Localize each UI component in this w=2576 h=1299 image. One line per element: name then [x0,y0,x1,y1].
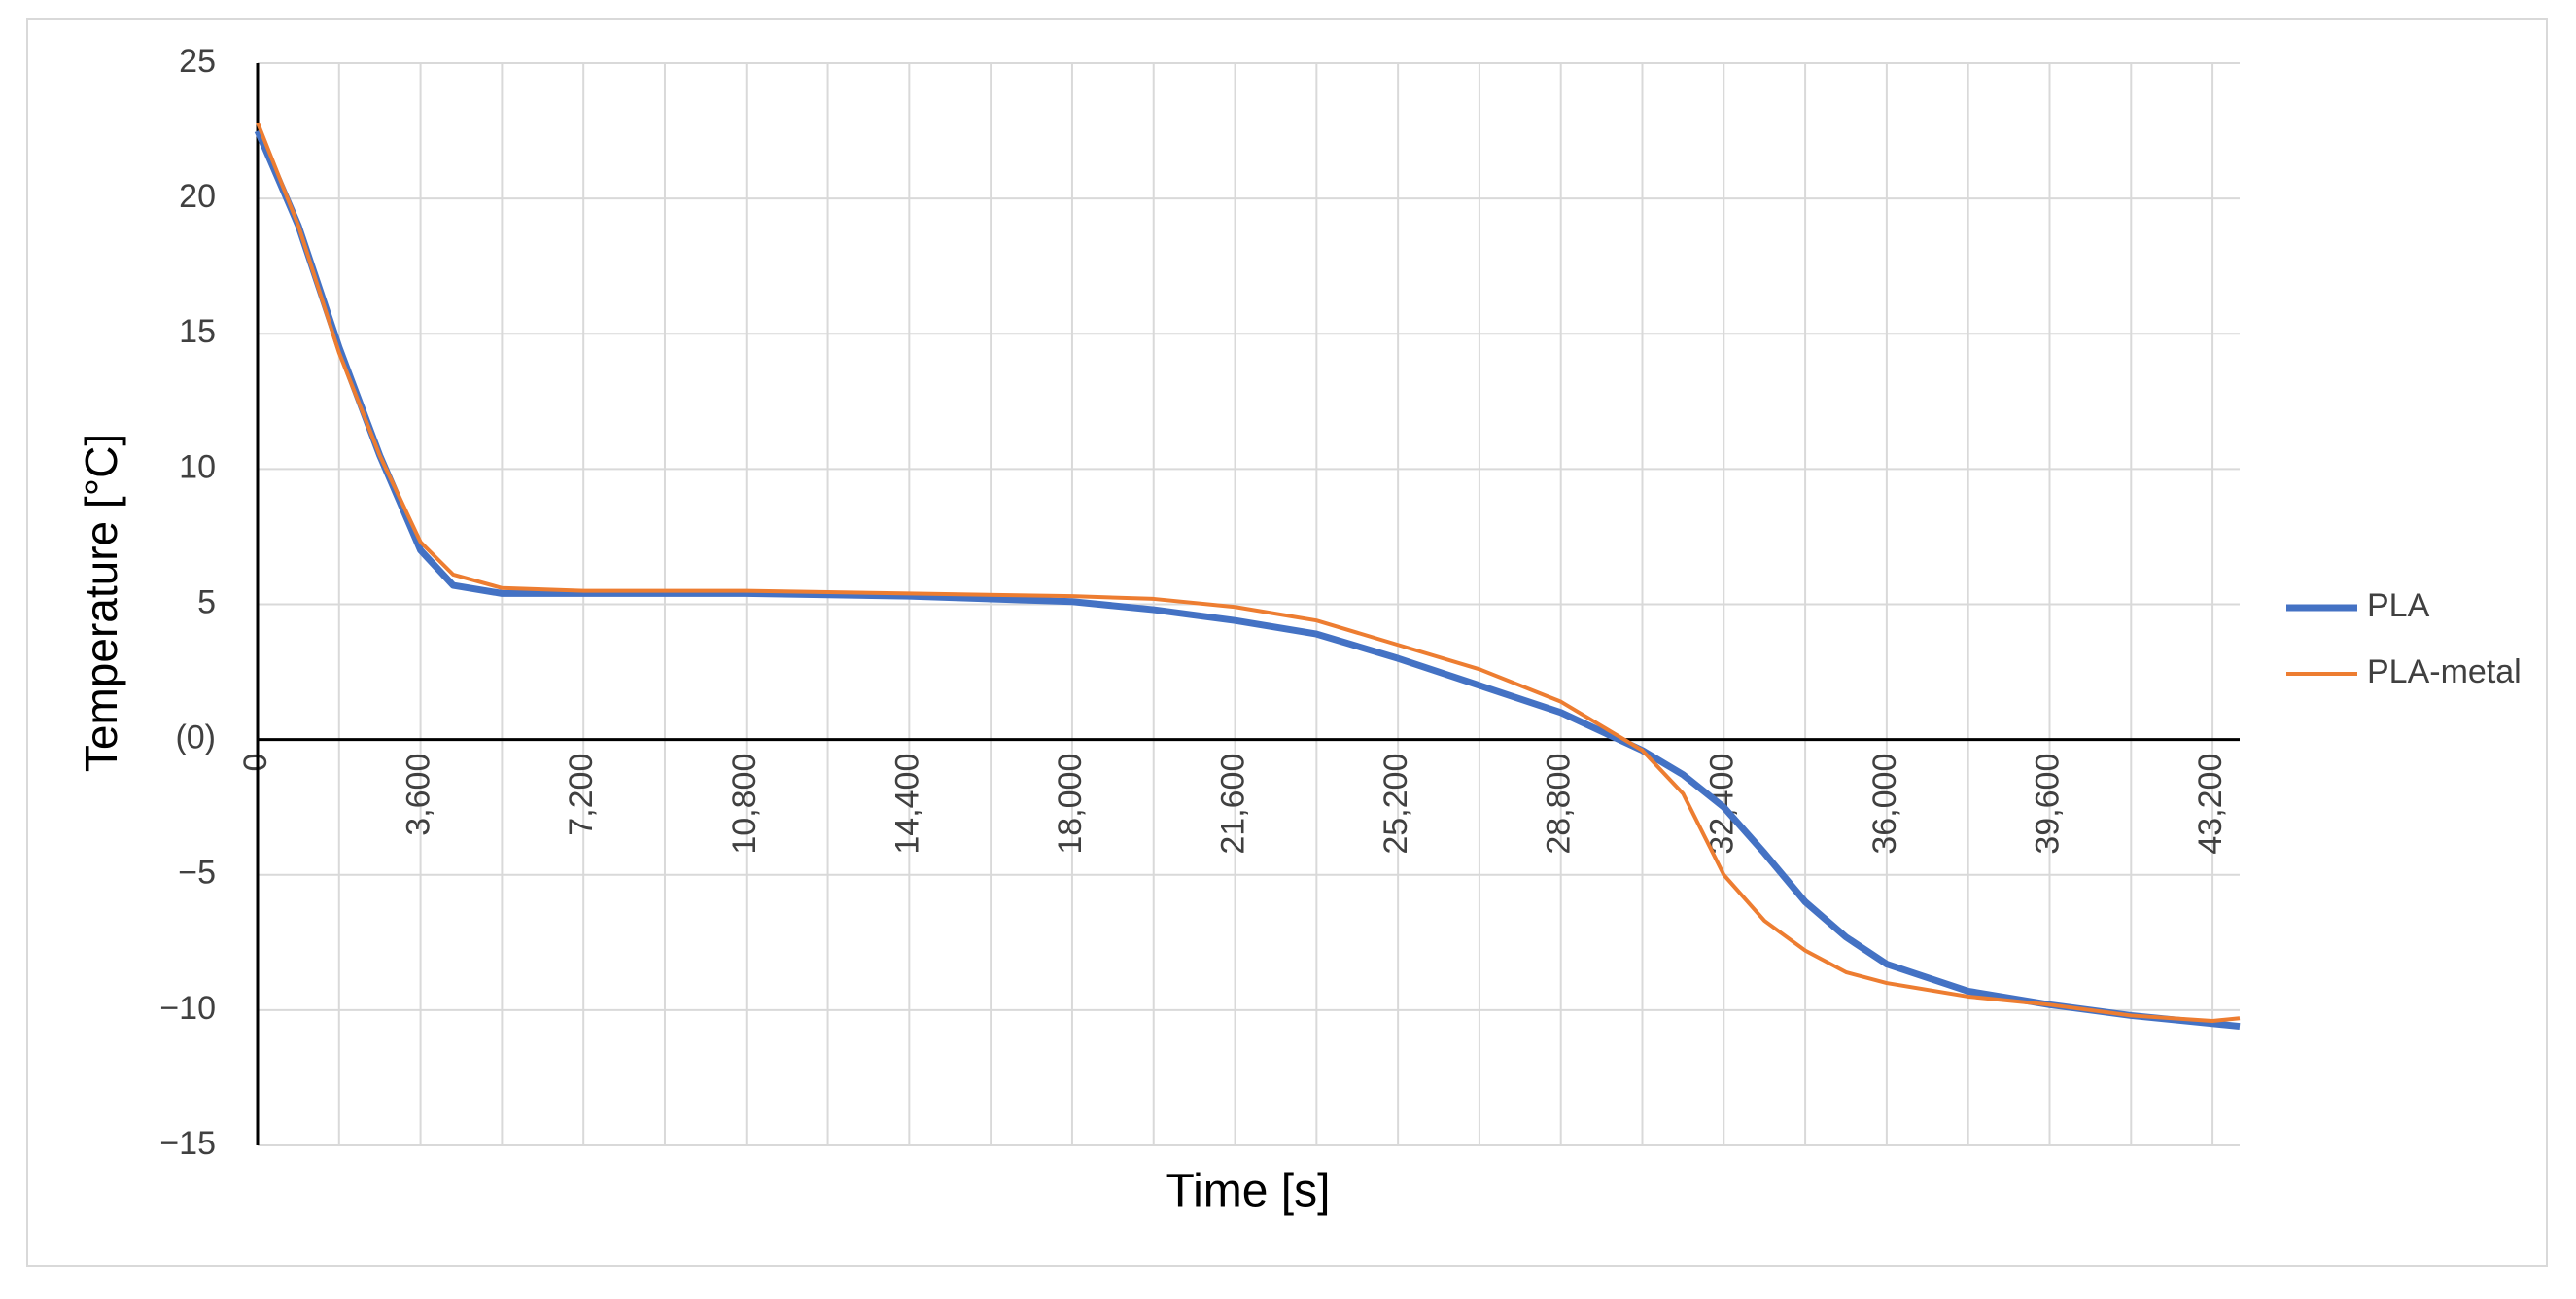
x-tick-label: 43,200 [2192,754,2229,855]
x-tick-label: 14,400 [888,754,925,855]
y-tick-label: (0) [175,720,216,756]
series-line [254,129,2241,1031]
x-tick-label: 36,000 [1866,754,1903,855]
legend-label: PLA [2367,587,2430,624]
y-axis-title: Temperature [°C] [76,434,126,772]
y-tick-label: −10 [159,990,216,1027]
x-axis-title: Time [s] [1166,1166,1331,1217]
legend-label: PLA-metal [2367,653,2522,690]
x-tick-label: 10,800 [726,754,763,855]
x-tick-label: 7,200 [563,754,600,836]
x-tick-label: 21,600 [1215,754,1252,855]
x-tick-label: 39,600 [2029,754,2066,855]
x-tick-label: 25,200 [1377,754,1414,855]
chart-frame [26,18,2548,1267]
x-tick-label: 3,600 [400,754,437,836]
y-tick-label: 25 [179,43,216,80]
y-tick-label: −5 [178,855,216,892]
y-tick-label: 10 [179,448,216,485]
x-tick-label: 28,800 [1541,754,1578,855]
y-tick-label: 5 [197,583,216,620]
y-tick-label: 20 [179,178,216,215]
y-tick-label: −15 [159,1125,216,1162]
y-tick-label: 15 [179,313,216,350]
series-line [256,122,2241,1024]
x-tick-label: 0 [237,754,274,772]
x-tick-label: 18,000 [1052,754,1089,855]
